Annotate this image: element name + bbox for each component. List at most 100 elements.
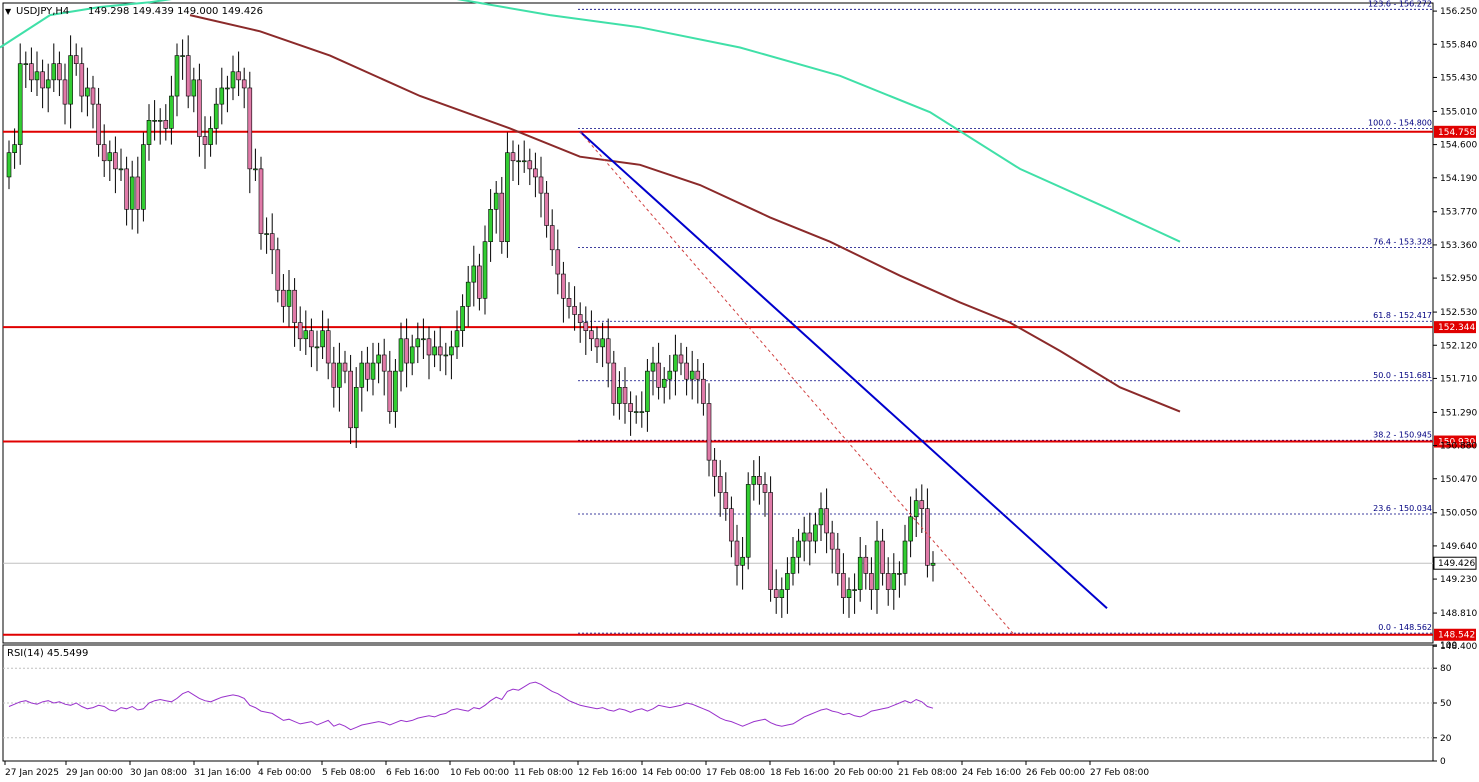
fib-level-label: 100.0 - 154.800 bbox=[1368, 118, 1432, 127]
candle-body bbox=[701, 378, 706, 404]
candle-body bbox=[62, 79, 68, 105]
candle-body bbox=[169, 95, 174, 129]
fib-level-label: 76.4 - 153.328 bbox=[1373, 238, 1432, 247]
ohlc-values: 149.298 149.439 149.000 149.426 bbox=[88, 6, 263, 17]
candle-body bbox=[421, 338, 426, 341]
fib-level-label: 23.6 - 150.034 bbox=[1373, 504, 1432, 513]
candle-body bbox=[275, 249, 281, 291]
candle-body bbox=[829, 532, 835, 550]
candle-body bbox=[393, 370, 398, 412]
candle-body bbox=[684, 362, 689, 380]
candle-body bbox=[488, 209, 493, 242]
candle-body bbox=[628, 403, 633, 412]
candle-body bbox=[118, 168, 124, 171]
candle-body bbox=[544, 192, 549, 226]
x-tick-label: 5 Feb 08:00 bbox=[322, 768, 376, 778]
candle-body bbox=[779, 589, 785, 598]
x-tick-label: 18 Feb 16:00 bbox=[770, 768, 829, 778]
candle-body bbox=[174, 55, 180, 97]
candle-body bbox=[605, 338, 611, 364]
candle-body bbox=[807, 532, 813, 542]
candle-body bbox=[919, 500, 925, 509]
candle-body bbox=[801, 532, 807, 542]
candle-body bbox=[863, 556, 869, 574]
symbol-label: USDJPY,H4 bbox=[16, 6, 69, 17]
candle-body bbox=[331, 362, 337, 388]
candle-body bbox=[555, 249, 561, 275]
candle-body bbox=[68, 55, 73, 105]
candle-body bbox=[762, 484, 768, 493]
candle-body bbox=[387, 370, 393, 412]
y-tick-label: 150.470 bbox=[1440, 475, 1477, 485]
level-price-label: 154.758 bbox=[1438, 128, 1475, 138]
rsi-tick-label: 80 bbox=[1440, 664, 1452, 674]
candle-body bbox=[398, 338, 404, 372]
y-tick-label: 154.600 bbox=[1440, 141, 1477, 151]
level-price-label: 150.930 bbox=[1438, 438, 1475, 448]
candle-body bbox=[85, 87, 90, 97]
candle-body bbox=[197, 79, 202, 137]
candle-body bbox=[874, 540, 880, 590]
y-tick-label: 151.290 bbox=[1440, 408, 1477, 418]
fib-level-label: 123.6 - 156.272 bbox=[1368, 0, 1432, 8]
y-tick-label: 152.530 bbox=[1440, 308, 1477, 318]
candle-body bbox=[577, 314, 583, 323]
candle-body bbox=[303, 330, 309, 340]
rsi-label: RSI(14) 45.5499 bbox=[7, 648, 88, 659]
candle-body bbox=[264, 233, 269, 235]
candle-body bbox=[639, 411, 645, 413]
x-tick-label: 12 Feb 16:00 bbox=[578, 768, 637, 778]
candle-body bbox=[869, 573, 874, 590]
candle-body bbox=[734, 540, 740, 566]
chart-menu-icon[interactable]: ▼ bbox=[5, 7, 12, 16]
rsi-panel bbox=[2, 644, 1434, 762]
candle-body bbox=[589, 330, 594, 340]
candle-body bbox=[561, 273, 566, 299]
moving-average-line bbox=[189, 14, 1181, 413]
candle-body bbox=[17, 63, 23, 145]
candle-body bbox=[695, 370, 701, 380]
candle-body bbox=[583, 322, 589, 331]
candle-body bbox=[437, 346, 443, 356]
candle-body bbox=[141, 144, 146, 210]
candle-body bbox=[426, 338, 432, 356]
candle-body bbox=[751, 476, 757, 485]
candle-body bbox=[740, 556, 745, 566]
candle-body bbox=[493, 192, 499, 210]
fib-level-label: 0.0 - 148.562 bbox=[1378, 623, 1432, 632]
candle-body bbox=[600, 338, 605, 348]
candle-body bbox=[477, 265, 482, 299]
candle-body bbox=[449, 346, 454, 356]
candle-body bbox=[90, 87, 96, 105]
candle-body bbox=[712, 459, 717, 477]
x-tick-label: 6 Feb 16:00 bbox=[386, 768, 440, 778]
y-tick-label: 148.810 bbox=[1440, 609, 1477, 619]
candle-body bbox=[135, 176, 141, 210]
candle-body bbox=[51, 63, 57, 81]
candle-body bbox=[790, 556, 796, 574]
candle-body bbox=[717, 476, 723, 493]
candle-body bbox=[353, 387, 359, 429]
candle-body bbox=[897, 573, 902, 575]
fib-level-label: 61.8 - 152.417 bbox=[1373, 311, 1432, 320]
x-tick-label: 10 Feb 00:00 bbox=[450, 768, 509, 778]
candle-body bbox=[611, 362, 617, 404]
y-tick-label: 155.430 bbox=[1440, 73, 1477, 83]
candle-body bbox=[824, 508, 829, 534]
candle-body bbox=[101, 144, 107, 162]
candle-body bbox=[785, 573, 790, 590]
candle-body bbox=[342, 362, 348, 372]
candle-body bbox=[124, 168, 129, 210]
candle-body bbox=[241, 79, 247, 89]
candle-body bbox=[902, 540, 908, 574]
candle-body bbox=[673, 354, 678, 372]
candle-body bbox=[645, 370, 650, 412]
candle-body bbox=[208, 128, 213, 145]
candle-body bbox=[219, 87, 225, 105]
candle-body bbox=[415, 338, 421, 348]
candle-body bbox=[286, 289, 292, 307]
candle-body bbox=[225, 87, 230, 90]
candle-body bbox=[454, 330, 460, 348]
y-tick-label: 148.400 bbox=[1440, 642, 1477, 652]
